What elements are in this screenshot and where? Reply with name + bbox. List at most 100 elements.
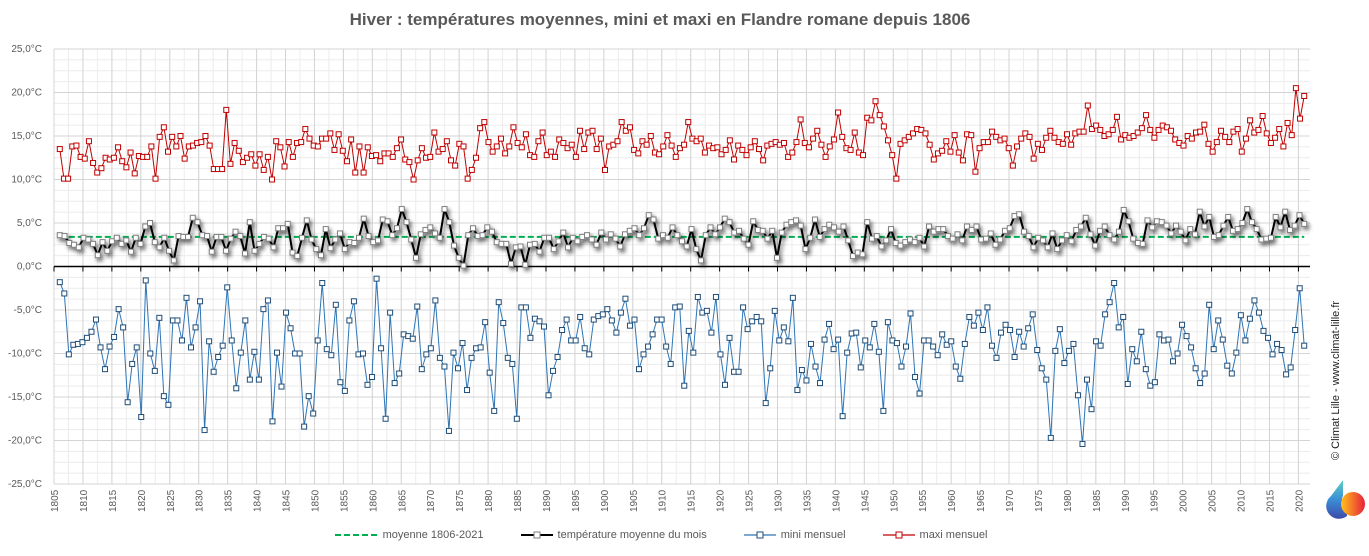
mini-point <box>966 313 973 320</box>
moyenne-point <box>1158 219 1165 226</box>
moyenne-point <box>1049 230 1056 237</box>
mini-point <box>151 367 158 374</box>
maxi-point <box>119 158 126 165</box>
maxi-point <box>922 130 929 137</box>
mini-point <box>106 343 113 350</box>
legend-swatch-red-line <box>882 531 915 539</box>
mini-point <box>269 418 276 425</box>
moyenne-point <box>332 236 339 243</box>
moyenne-point <box>232 228 239 235</box>
moyenne-point <box>735 227 742 234</box>
x-tick-label: 1985 <box>1092 489 1103 512</box>
moyenne-point <box>1068 238 1075 245</box>
mini-point <box>323 346 330 353</box>
maxi-point <box>814 127 821 134</box>
moyenne-point <box>1225 213 1232 220</box>
mini-point <box>744 326 751 333</box>
maxi-point <box>244 154 251 161</box>
mini-point <box>133 344 140 351</box>
moyenne-point <box>460 262 467 269</box>
moyenne-point <box>517 243 524 250</box>
mini-point <box>1283 371 1290 378</box>
moyenne-point <box>925 223 932 230</box>
moyenne-point <box>113 234 120 241</box>
legend: moyenne 1806-2021 température moyenne du… <box>0 529 1320 541</box>
moyenne-point <box>1030 244 1037 251</box>
moyenne-point <box>1163 222 1170 229</box>
moyenne-point <box>1172 222 1179 229</box>
maxi-point <box>597 135 604 142</box>
y-tick-label: 5,0°C <box>17 218 42 229</box>
mini-point <box>215 353 222 360</box>
mini-point <box>817 380 824 387</box>
mini-point <box>1038 365 1045 372</box>
maxi-point <box>1047 127 1054 134</box>
maxi-point <box>410 176 417 183</box>
mini-point <box>233 385 240 392</box>
moyenne-point <box>864 219 871 226</box>
moyenne-point <box>280 225 287 232</box>
mini-point <box>255 376 262 383</box>
maxi-point <box>568 141 575 148</box>
mini-point <box>120 324 127 331</box>
moyenne-point <box>636 232 643 239</box>
mini-point <box>1274 340 1281 347</box>
maxi-point <box>976 145 983 152</box>
mini-point <box>1120 313 1127 320</box>
maxi-point <box>468 166 475 173</box>
x-tick-label: 1860 <box>368 489 379 512</box>
mini-point <box>364 381 371 388</box>
moyenne-point <box>318 252 325 259</box>
moyenne-point <box>289 249 296 256</box>
maxi-point <box>522 131 529 138</box>
mini-point <box>1070 340 1077 347</box>
maxi-point <box>656 151 663 158</box>
moyenne-point <box>94 252 101 259</box>
moyenne-point <box>128 248 135 255</box>
maxi-point <box>851 129 858 136</box>
maxi-point <box>1130 133 1137 139</box>
maxi-point <box>635 150 642 157</box>
moyenne-point <box>137 240 144 247</box>
x-tick-label: 2010 <box>1237 489 1248 512</box>
legend-label: température moyenne du mois <box>557 529 707 541</box>
maxi-point <box>602 166 609 173</box>
mini-point <box>1074 392 1081 399</box>
moyenne-point <box>750 218 757 225</box>
maxi-point <box>443 138 450 145</box>
y-tick-label: -15,0°C <box>8 392 42 403</box>
maxi-point <box>98 165 105 172</box>
mini-point <box>246 376 253 383</box>
maxi-point <box>901 137 908 144</box>
mini-point <box>943 341 950 348</box>
maxi-point <box>144 153 151 160</box>
moyenne-point <box>878 243 885 250</box>
maxi-point <box>739 146 746 153</box>
mini-point <box>477 344 484 351</box>
moyenne-point <box>1291 222 1298 229</box>
moyenne-point <box>394 225 401 232</box>
moyenne-point <box>745 241 752 248</box>
x-axis-ticks: 1805 1810 1815 1820 1825 1830 1835 1840 1845 1850… <box>50 489 1305 512</box>
maxi-point <box>926 141 933 148</box>
moyenne-point <box>341 246 348 253</box>
maxi-point <box>123 164 130 171</box>
moyenne-point <box>997 236 1004 243</box>
y-tick-label: 20,0°C <box>11 88 42 99</box>
moyenne-point <box>1020 228 1027 235</box>
maxi-point <box>1118 136 1125 143</box>
x-tick-label: 1855 <box>339 489 350 512</box>
mini-point <box>586 351 593 358</box>
mini-point <box>812 363 819 370</box>
maxi-point <box>593 146 600 153</box>
moyenne-point <box>484 224 491 231</box>
mini-point <box>1287 364 1294 371</box>
maxi-point <box>1276 126 1283 133</box>
mini-point <box>450 349 457 356</box>
maxi-point <box>909 130 916 137</box>
maxi-point <box>94 169 101 176</box>
mini-point <box>970 322 977 329</box>
maxi-point <box>235 147 242 154</box>
mini-point <box>242 317 249 324</box>
maxi-point <box>90 159 97 166</box>
